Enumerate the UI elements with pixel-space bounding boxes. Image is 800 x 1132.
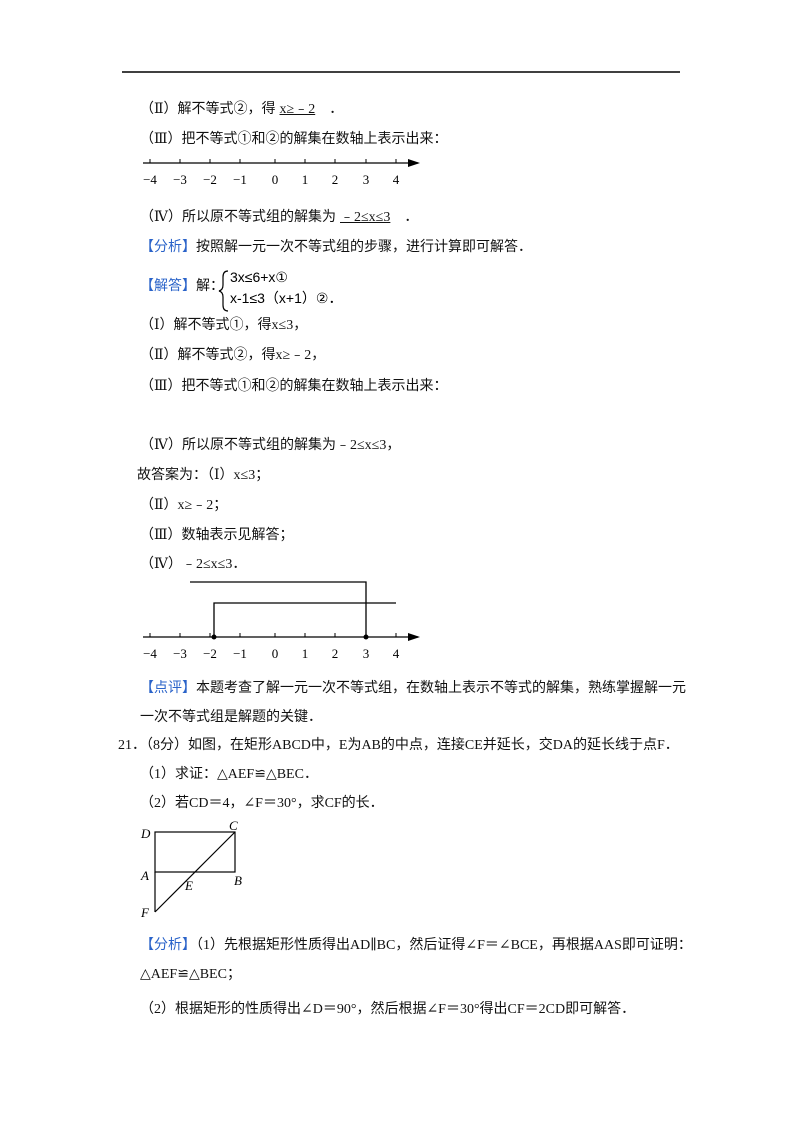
point-label: D bbox=[140, 826, 151, 841]
answer: ﹣2≤x≤3 bbox=[340, 210, 391, 225]
point-label: E bbox=[184, 878, 193, 893]
tick-label: −4 bbox=[143, 172, 157, 187]
text: 本题考查了解一元一次不等式组，在数轴上表示不等式的解集，熟练掌握解一元 bbox=[196, 681, 686, 696]
line: （Ⅳ）﹣2≤x≤3． bbox=[140, 557, 247, 572]
brace bbox=[218, 270, 229, 312]
tick-label: 4 bbox=[393, 646, 400, 661]
tag: 【点评】 bbox=[140, 681, 196, 696]
tick-label: 0 bbox=[272, 646, 279, 661]
text: 按照解一元一次不等式组的步骤，进行计算即可解答． bbox=[196, 240, 532, 255]
point-label: B bbox=[234, 873, 242, 888]
solution-marks bbox=[190, 581, 396, 637]
tick-label: 3 bbox=[363, 172, 370, 187]
arrow bbox=[408, 633, 420, 641]
number-line: −4 −3 −2 −1 0 1 2 3 4 bbox=[143, 159, 420, 187]
line: （Ⅲ）把不等式①和②的解集在数轴上表示出来： bbox=[140, 132, 448, 147]
line: （Ⅱ）解不等式②，得x≥﹣2， bbox=[140, 348, 326, 363]
tag: 【分析】 bbox=[140, 938, 196, 953]
line: （Ⅱ）x≥﹣2； bbox=[140, 498, 228, 513]
tick-label: 3 bbox=[363, 646, 370, 661]
line: 【解答】解： bbox=[140, 278, 224, 296]
tick-label: −2 bbox=[203, 172, 217, 187]
arrow bbox=[408, 159, 420, 167]
dot bbox=[363, 634, 369, 640]
tick-label: −3 bbox=[173, 172, 187, 187]
line: 21．（8分）如图，在矩形ABCD中，E为AB的中点，连接CE并延长，交DA的延… bbox=[118, 738, 679, 753]
point-label: C bbox=[229, 818, 238, 833]
text: （Ⅱ）解不等式②，得 bbox=[140, 102, 276, 117]
tick-label: −1 bbox=[233, 172, 247, 187]
line: 【点评】本题考查了解一元一次不等式组，在数轴上表示不等式的解集，熟练掌握解一元 bbox=[140, 680, 686, 698]
tick-label: 4 bbox=[393, 172, 400, 187]
line: 故答案为：（Ⅰ）x≤3； bbox=[137, 468, 270, 483]
tick-label: −3 bbox=[173, 646, 187, 661]
tag: 【解答】 bbox=[140, 279, 196, 294]
tick-label: 0 bbox=[272, 172, 279, 187]
line: （1）求证：△AEF≌△BEC． bbox=[140, 767, 318, 782]
equation: x-1≤3（x+1）② bbox=[230, 290, 329, 306]
tick-label: −1 bbox=[233, 646, 247, 661]
line: 【分析】（1）先根据矩形性质得出AD∥BC，然后证得∠F＝∠BCE，再根据AAS… bbox=[140, 937, 692, 955]
tick-label: −2 bbox=[203, 646, 217, 661]
dot bbox=[211, 634, 217, 640]
text: ． bbox=[328, 290, 343, 306]
line: （Ⅳ）所以原不等式组的解集为 ﹣2≤x≤3 ． bbox=[140, 209, 418, 227]
line: （Ⅲ）把不等式①和②的解集在数轴上表示出来： bbox=[140, 379, 448, 394]
line: 【分析】按照解一元一次不等式组的步骤，进行计算即可解答． bbox=[140, 239, 532, 257]
equation: 3x≤6+x① bbox=[230, 269, 288, 285]
line: △AEF≌△BEC； bbox=[140, 967, 241, 982]
system: 3x≤6+x① x-1≤3（x+1）②． bbox=[230, 267, 342, 309]
text: （Ⅳ）所以原不等式组的解集为 bbox=[140, 210, 336, 225]
rectangle-figure bbox=[154, 831, 236, 913]
text: ． bbox=[329, 102, 344, 117]
tick-label: 2 bbox=[332, 646, 339, 661]
answer: x≥﹣2 bbox=[279, 102, 316, 117]
line: （2）若CD＝4，∠F＝30°，求CF的长． bbox=[140, 796, 384, 811]
line: （Ⅳ）所以原不等式组的解集为﹣2≤x≤3， bbox=[140, 438, 401, 453]
tick-label: −4 bbox=[143, 646, 157, 661]
line: （Ⅱ）解不等式②，得 x≥﹣2 ． bbox=[140, 101, 343, 119]
point-label: F bbox=[140, 905, 150, 920]
text: （1）先根据矩形性质得出AD∥BC，然后证得∠F＝∠BCE，再根据AAS即可证明… bbox=[196, 938, 692, 953]
tick-label: 1 bbox=[302, 172, 309, 187]
line: 一次不等式组是解题的关键． bbox=[140, 710, 322, 725]
text: 解： bbox=[196, 279, 224, 294]
point-label: A bbox=[140, 868, 149, 883]
tick-label: 1 bbox=[302, 646, 309, 661]
tag: 【分析】 bbox=[140, 240, 196, 255]
line: （2）根据矩形的性质得出∠D＝90°，然后根据∠F＝30°得出CF＝2CD即可解… bbox=[140, 1002, 636, 1017]
line: （Ⅲ）数轴表示见解答； bbox=[140, 528, 294, 543]
line: （Ⅰ）解不等式①，得x≤3， bbox=[140, 318, 308, 333]
text: ． bbox=[404, 210, 419, 225]
tick-label: 2 bbox=[332, 172, 339, 187]
number-line: −4 −3 −2 −1 0 1 2 3 4 bbox=[143, 633, 420, 661]
